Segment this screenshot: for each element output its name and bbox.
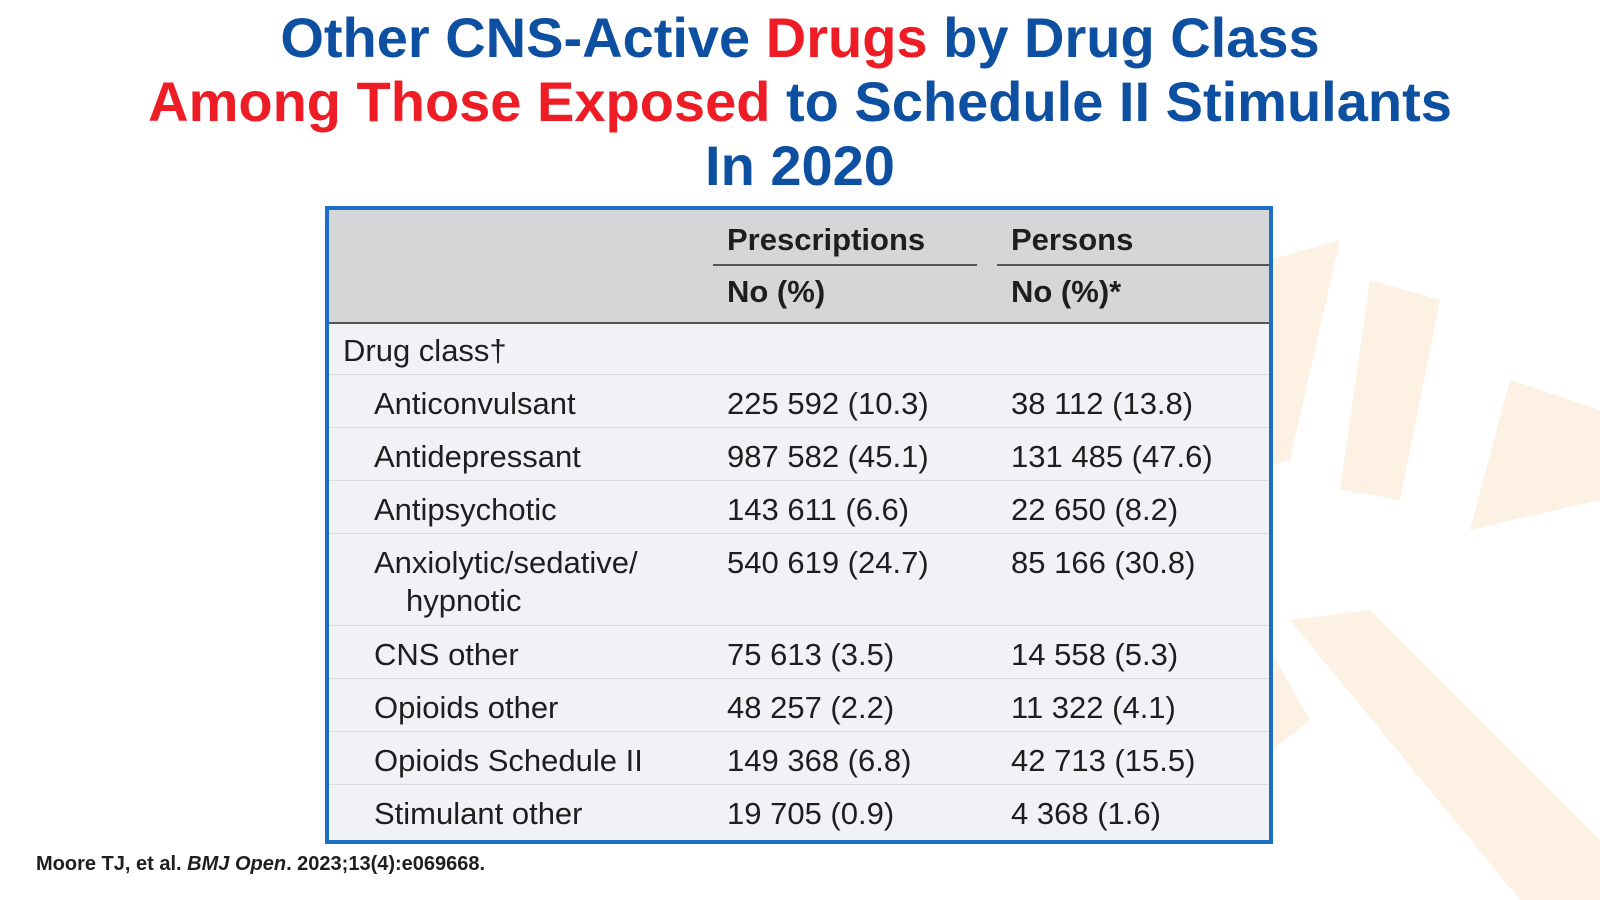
title-highlight: Drugs xyxy=(765,6,928,69)
prescriptions-value: 143 611 (6.6) xyxy=(727,492,910,527)
table-row: CNS other 75 613 (3.5) 14 558 (5.3) xyxy=(329,625,1269,678)
header-prescriptions: Prescriptions xyxy=(727,222,926,257)
subheader-persons: No (%)* xyxy=(1011,274,1122,309)
prescriptions-value: 225 592 (10.3) xyxy=(727,386,929,421)
title-line-3: In 2020 xyxy=(705,134,895,197)
persons-value: 38 112 (13.8) xyxy=(1011,386,1194,421)
table-group-row: Drug class† xyxy=(329,324,1269,374)
table-row: Antidepressant 987 582 (45.1) 131 485 (4… xyxy=(329,427,1269,480)
prescriptions-value: 987 582 (45.1) xyxy=(727,439,929,474)
persons-value: 85 166 (30.8) xyxy=(1011,545,1196,580)
persons-value: 22 650 (8.2) xyxy=(1011,492,1179,527)
drug-class-label: Stimulant other xyxy=(374,796,583,831)
title-line-2: Among Those Exposed to Schedule II Stimu… xyxy=(0,70,1600,134)
group-label: Drug class† xyxy=(343,333,507,368)
drug-class-label-line1: Anxiolytic/sedative/ xyxy=(374,545,638,580)
persons-value: 42 713 (15.5) xyxy=(1011,743,1196,778)
drug-class-label: Antidepressant xyxy=(374,439,581,474)
table-row: Opioids other 48 257 (2.2) 11 322 (4.1) xyxy=(329,678,1269,731)
subheader-prescriptions: No (%) xyxy=(727,274,826,309)
persons-value: 131 485 (47.6) xyxy=(1011,439,1213,474)
prescriptions-value: 48 257 (2.2) xyxy=(727,690,895,725)
header-rule xyxy=(713,264,977,266)
drug-class-label-line2: hypnotic xyxy=(406,583,522,618)
persons-value: 11 322 (4.1) xyxy=(1011,690,1176,725)
drug-class-label: Anxiolytic/sedative/ hypnotic xyxy=(374,544,638,620)
drug-class-label: Anticonvulsant xyxy=(374,386,576,421)
drug-class-label: Opioids Schedule II xyxy=(374,743,643,778)
table-row: Anxiolytic/sedative/ hypnotic 540 619 (2… xyxy=(329,533,1269,625)
persons-value: 14 558 (5.3) xyxy=(1011,637,1179,672)
table-header: Prescriptions Persons No (%) No (%)* xyxy=(329,210,1269,324)
prescriptions-value: 540 619 (24.7) xyxy=(727,545,929,580)
citation-authors: Moore TJ, et al. xyxy=(36,853,188,875)
persons-value: 4 368 (1.6) xyxy=(1011,796,1161,831)
prescriptions-value: 149 368 (6.8) xyxy=(727,743,912,778)
header-persons: Persons xyxy=(1011,222,1134,257)
drug-class-table: Prescriptions Persons No (%) No (%)* Dru… xyxy=(325,206,1273,844)
drug-class-label: Opioids other xyxy=(374,690,559,725)
prescriptions-value: 75 613 (3.5) xyxy=(727,637,895,672)
table-row: Antipsychotic 143 611 (6.6) 22 650 (8.2) xyxy=(329,480,1269,533)
citation: Moore TJ, et al. BMJ Open. 2023;13(4):e0… xyxy=(36,853,485,876)
title-line-1: Other CNS-Active Drugs by Drug Class xyxy=(0,6,1600,70)
citation-journal: BMJ Open xyxy=(187,853,287,875)
table-row: Anticonvulsant 225 592 (10.3) 38 112 (13… xyxy=(329,374,1269,427)
title-text: by Drug Class xyxy=(927,6,1320,69)
title-text: Other CNS-Active xyxy=(280,6,766,69)
title-text: to Schedule II Stimulants xyxy=(770,70,1452,133)
title-highlight: Among Those Exposed xyxy=(148,70,771,133)
table-row: Opioids Schedule II 149 368 (6.8) 42 713… xyxy=(329,731,1269,784)
table-row: Stimulant other 19 705 (0.9) 4 368 (1.6) xyxy=(329,784,1269,840)
prescriptions-value: 19 705 (0.9) xyxy=(727,796,895,831)
slide-title: Other CNS-Active Drugs by Drug Class Amo… xyxy=(0,6,1600,198)
citation-details: . 2023;13(4):e069668. xyxy=(286,853,486,875)
header-rule xyxy=(997,264,1269,266)
drug-class-label: CNS other xyxy=(374,637,519,672)
drug-class-label: Antipsychotic xyxy=(374,492,557,527)
